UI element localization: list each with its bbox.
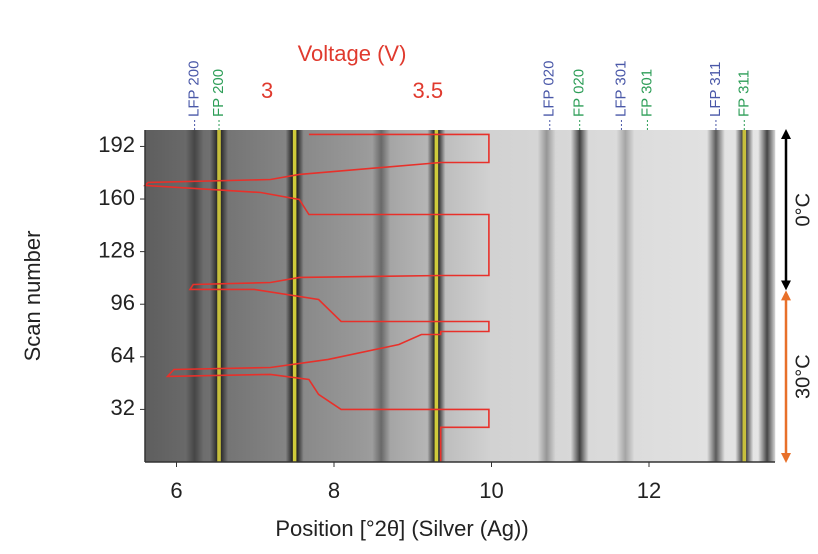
peak-label: LFP 020 bbox=[541, 61, 558, 117]
diffraction-band bbox=[372, 130, 391, 462]
band-core bbox=[742, 130, 747, 462]
y-axis-label: Scan number bbox=[20, 231, 45, 362]
x-axis-label: Position [°2θ] (Silver (Ag)) bbox=[275, 516, 528, 541]
x-tick-label: 10 bbox=[479, 478, 503, 503]
band-core bbox=[217, 130, 221, 462]
peak-label: FP 301 bbox=[638, 69, 655, 117]
peak-label: LFP 200 bbox=[186, 61, 203, 117]
diffraction-band bbox=[706, 130, 725, 462]
peak-label: FP 200 bbox=[210, 69, 227, 117]
x2-tick-label: 3.5 bbox=[413, 78, 444, 103]
x-tick-label: 6 bbox=[170, 478, 182, 503]
voltage-curve bbox=[143, 133, 490, 462]
temperature-label: 30°C bbox=[792, 354, 814, 399]
peak-label: FP 311 bbox=[735, 70, 752, 117]
diffraction-band bbox=[570, 130, 589, 462]
band-core bbox=[434, 130, 439, 462]
temperature-label: 0°C bbox=[792, 193, 814, 227]
y-tick-label: 64 bbox=[111, 343, 135, 368]
peak-label: LFP 301 bbox=[612, 61, 629, 117]
heatmap-background bbox=[145, 130, 775, 462]
plot-layer bbox=[143, 130, 777, 462]
peak-label: FP 020 bbox=[571, 69, 588, 117]
y-tick-label: 128 bbox=[98, 237, 135, 262]
x-tick-label: 12 bbox=[637, 478, 661, 503]
diffraction-band bbox=[185, 130, 204, 462]
y-tick-label: 192 bbox=[98, 132, 135, 157]
diffraction-band bbox=[758, 130, 777, 462]
diffraction-band bbox=[537, 130, 556, 462]
x2-tick-label: 3 bbox=[261, 78, 273, 103]
x-tick-label: 8 bbox=[328, 478, 340, 503]
x2-axis-label: Voltage (V) bbox=[298, 41, 407, 66]
y-tick-label: 160 bbox=[98, 185, 135, 210]
diffraction-band bbox=[616, 130, 635, 462]
peak-label: LFP 311 bbox=[707, 62, 724, 117]
y-tick-label: 96 bbox=[111, 290, 135, 315]
y-tick-label: 32 bbox=[111, 395, 135, 420]
